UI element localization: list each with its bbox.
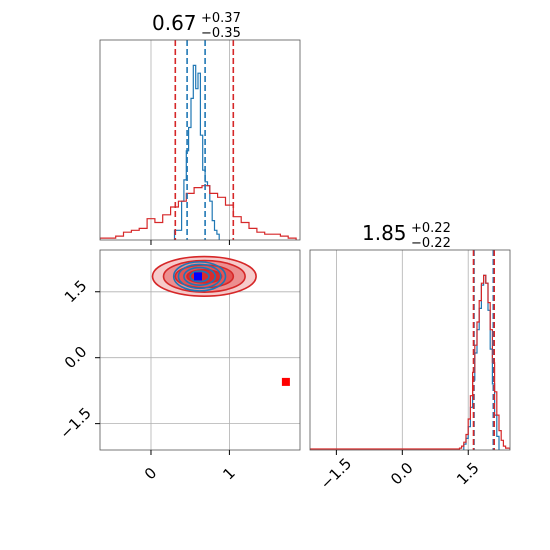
- bl-contour-1-level-1: [177, 263, 222, 290]
- bl-xtick-label-1: 1: [219, 464, 238, 483]
- bl-ytick-label-0: −1.5: [56, 404, 94, 442]
- tl-frame: [99, 39, 301, 241]
- bl-frame: [99, 249, 301, 451]
- tl-histograms: [100, 40, 297, 240]
- bl-contour-1-level-3: [189, 270, 210, 283]
- tl-hist-series-0: [173, 64, 220, 240]
- panel-bottom-right-histogram: −1.5 0.0 1.5 1.85 +0.22 −0.22: [309, 221, 511, 493]
- tl-gridlines: [150, 40, 230, 240]
- bl-marker-1: [281, 377, 290, 386]
- bl-contour-1-level-0: [172, 261, 227, 292]
- br-title-minus: −0.22: [411, 236, 451, 251]
- tl-ticks: [150, 240, 230, 245]
- br-xtick-label-2: 1.5: [453, 459, 483, 489]
- panel-bottom-left-contour: 0 1 −1.5 0.0 1.5: [56, 249, 301, 484]
- bl-ytick-label-2: 1.5: [61, 277, 91, 307]
- bl-contours: [151, 255, 290, 386]
- br-hist-series-1: [310, 274, 510, 450]
- bl-contour-1-level-2: [183, 266, 217, 286]
- br-xtick-label-1: 0.0: [387, 459, 417, 489]
- br-xtick-label-0: −1.5: [317, 454, 355, 492]
- br-title-value: 1.85: [362, 221, 407, 245]
- br-frame: [309, 249, 511, 451]
- bl-marker-0: [194, 272, 202, 281]
- br-ticks: −1.5 0.0 1.5: [317, 450, 483, 493]
- tl-title-plus: +0.37: [201, 11, 241, 26]
- br-gridlines: [335, 250, 469, 450]
- tl-title-minus: −0.35: [201, 26, 241, 41]
- bl-xtick-label-0: 0: [141, 464, 160, 483]
- br-title-plus: +0.22: [411, 221, 451, 236]
- bl-ytick-label-1: 0.0: [61, 343, 91, 373]
- tl-title-value: 0.67: [152, 11, 197, 35]
- panel-top-left-histogram: 0.67 +0.37 −0.35: [99, 11, 301, 245]
- bl-ticks: 0 1 −1.5 0.0 1.5: [56, 277, 238, 484]
- tl-hist-series-1: [100, 185, 297, 240]
- br-histograms: [310, 250, 510, 450]
